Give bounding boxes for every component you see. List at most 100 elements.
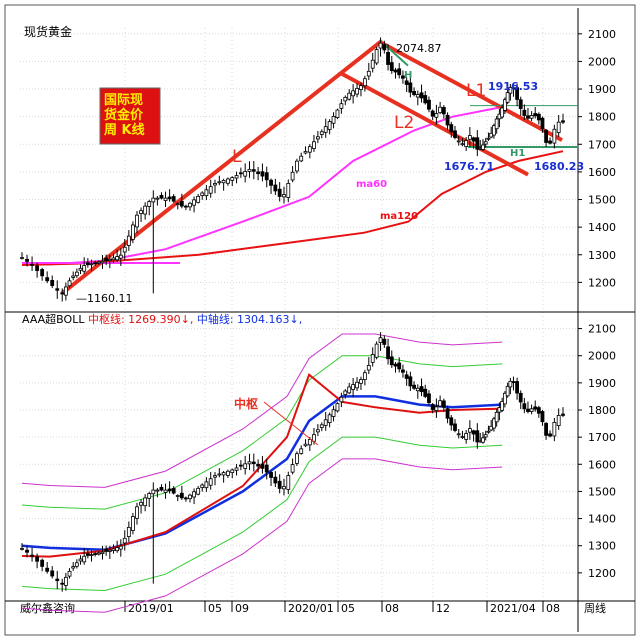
badge-box [99,87,161,145]
candle-body [540,117,545,129]
candle-body [286,182,291,198]
candle-body [179,200,184,207]
candle-body [500,401,505,411]
candle-body [50,570,55,577]
y-tick-label: 1200 [588,276,616,289]
x-tick-label: 2021/04 [490,602,536,615]
candle-body [359,85,363,90]
candle-body [175,495,180,497]
candle-body [464,432,469,440]
x-tick-label: 12 [436,602,450,615]
candle-body [430,110,435,117]
y-tick-label: 1500 [588,194,616,207]
candle-body [238,464,243,467]
candle-body [475,137,480,150]
x-tick-label: 2019/01 [128,602,174,615]
candle-body [315,136,320,140]
candle-body [55,288,60,291]
candle-body [556,415,561,426]
top-panel-overlays [21,39,578,295]
candle-body [494,118,499,130]
candle-body [456,140,461,143]
candle-body [500,107,505,118]
candle-body [25,549,29,553]
candle-body [331,116,336,124]
candle-body [486,137,491,140]
h-line [384,44,409,67]
candle-body [335,403,340,412]
candle-body [561,120,565,123]
candle-body [445,114,450,126]
trendline-L2 [341,72,529,177]
candle-body [221,472,226,476]
y-tick-label: 1300 [588,249,616,262]
candle-body [552,128,557,144]
candle-body [515,87,519,100]
candle-body [456,433,461,436]
candle-body [188,494,192,500]
candle-body [303,443,308,447]
candle-body [408,82,413,93]
candle-body [100,260,105,264]
y-tick-label: 1900 [588,377,616,390]
outer-frame [4,4,636,636]
candle-body [139,210,143,214]
candle-body [155,489,160,492]
candle-body [415,387,420,392]
candle-body [378,42,383,49]
candle-body [449,417,454,426]
candle-body [347,386,352,394]
candle-body [256,463,261,467]
candle-body [522,109,527,116]
boll-axis-line [21,395,503,552]
candle-body [467,135,472,140]
candle-body [30,554,34,557]
candle-body [362,78,367,87]
label-bottom-value: —1160.11 [76,292,133,305]
candle-body [343,96,348,102]
y-tick-label: 2000 [588,350,616,363]
candle-body [45,567,50,572]
candle-body [67,280,72,287]
candle-body [536,407,541,414]
candle-body [299,448,304,454]
candle-body [196,487,201,495]
candle-body [251,169,256,172]
candle-body [335,109,340,118]
candle-body [286,475,291,490]
candle-body [234,467,239,471]
candle-body [529,408,534,412]
candle-body [200,484,205,488]
candle-body [115,547,120,552]
candle-body [511,87,516,90]
y-tick-label: 2100 [588,323,616,336]
candle-body [401,75,405,79]
candle-body [404,80,409,85]
candle-body [147,201,152,207]
candle-body [295,160,299,172]
candle-body [533,113,538,117]
candle-body [355,381,359,389]
axes: 1200 1300 1400 1500 1600 1700 1800 1900 2000 2100… [4,4,636,636]
y-tick-label: 1900 [588,83,616,96]
candle-body [471,430,476,435]
candle-body [481,144,485,150]
candle-body [327,121,332,130]
candle-body [434,406,439,411]
candle-body [256,171,261,175]
candle-body [282,194,286,198]
candle-body [378,337,383,343]
candle-body [486,430,491,433]
candle-body [299,155,304,162]
candle-body [60,582,65,585]
x-tick-label: 05 [341,602,355,615]
candle-body [464,140,469,147]
candle-body [60,292,65,295]
candle-body [93,553,98,555]
candle-body [307,146,312,153]
candle-body [107,258,112,261]
candle-body [419,92,424,99]
candle-body [260,463,265,469]
